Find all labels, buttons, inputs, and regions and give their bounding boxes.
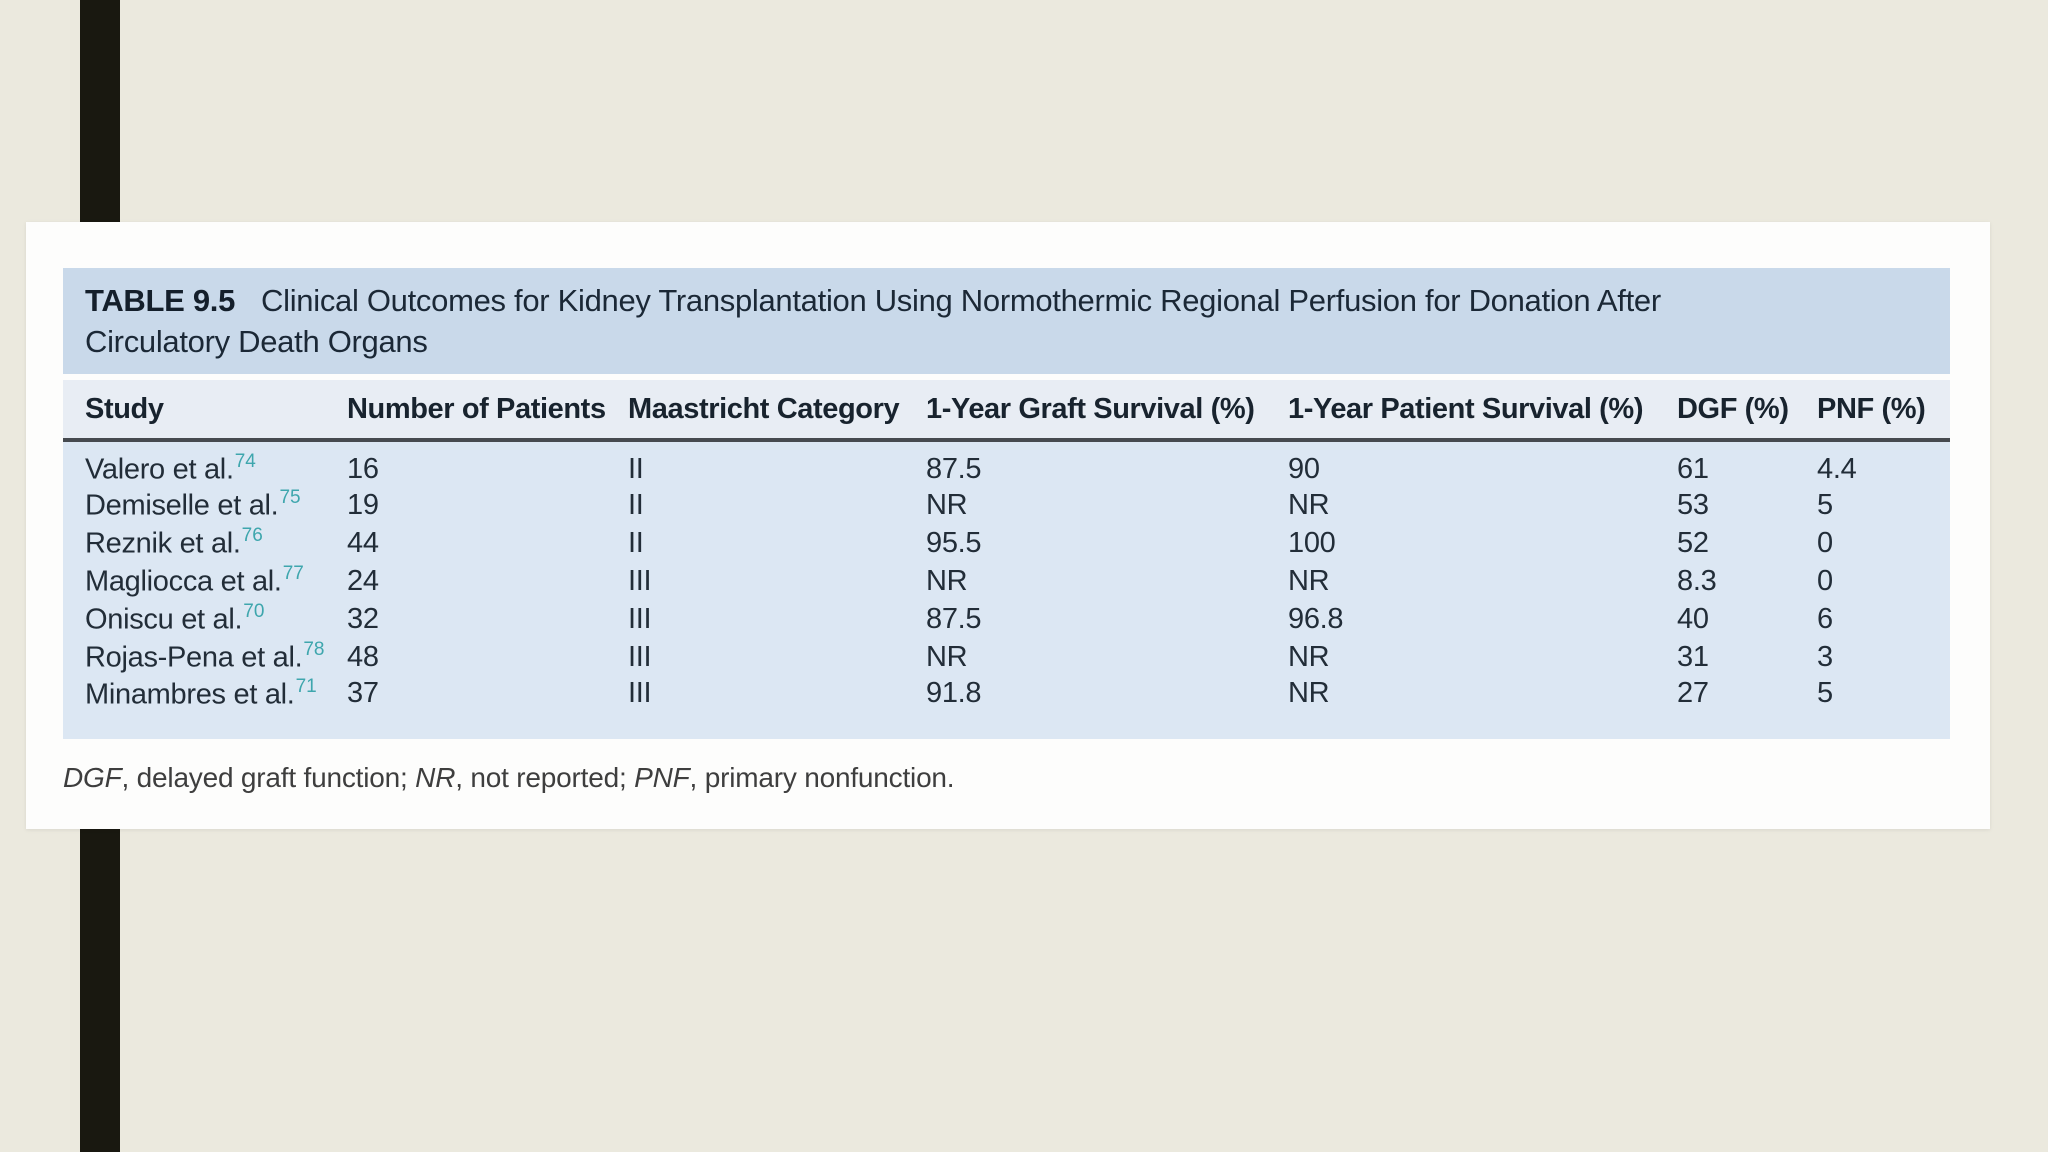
cell-category: III <box>628 603 652 636</box>
table-row: Valero et al.74 16 II 87.5 90 61 4.4 <box>63 440 1950 487</box>
footnote-text: , delayed graft function; <box>121 762 416 793</box>
cell-patients: 16 <box>347 452 379 485</box>
cell-graft-survival: 87.5 <box>926 603 982 636</box>
header-cell-patient-survival: 1-Year Patient Survival (%) <box>1288 380 1677 442</box>
cell-graft-survival: NR <box>926 641 968 674</box>
cell-dgf: 31 <box>1677 641 1709 674</box>
cell-patient-survival: NR <box>1288 641 1330 674</box>
content-panel: TABLE 9.5 Clinical Outcomes for Kidney Tr… <box>26 222 1990 829</box>
cell-study: Magliocca et al.77 <box>63 563 347 601</box>
cell-patients: 24 <box>347 565 379 598</box>
citation-superscript: 71 <box>295 675 317 697</box>
cell-pnf: 5 <box>1817 677 1833 710</box>
cell-patients: 19 <box>347 489 379 522</box>
cell-pnf: 0 <box>1817 565 1833 598</box>
header-cell-dgf: DGF (%) <box>1677 380 1817 442</box>
table-title-line2: Circulatory Death Organs <box>85 324 428 359</box>
study-name: Reznik et al. <box>85 527 241 560</box>
column-header-row: Study Number of Patients Maastricht Cate… <box>63 380 1950 442</box>
citation-superscript: 76 <box>241 525 263 547</box>
cell-graft-survival: NR <box>926 489 968 522</box>
cell-pnf: 4.4 <box>1817 452 1857 485</box>
cell-category: III <box>628 565 652 598</box>
cell-patient-survival: NR <box>1288 677 1330 710</box>
cell-patients: 32 <box>347 603 379 636</box>
cell-category: III <box>628 641 652 674</box>
cell-pnf: 6 <box>1817 603 1833 636</box>
cell-study: Rojas-Pena et al.78 <box>63 639 347 677</box>
cell-study: Reznik et al.76 <box>63 525 347 563</box>
header-cell-graft-survival: 1-Year Graft Survival (%) <box>926 380 1288 442</box>
cell-dgf: 27 <box>1677 677 1709 710</box>
study-name: Magliocca et al. <box>85 565 282 598</box>
citation-superscript: 70 <box>243 601 265 623</box>
footnote-text: , primary nonfunction. <box>689 762 955 793</box>
cell-patient-survival: 96.8 <box>1288 603 1344 636</box>
study-name: Demiselle et al. <box>85 489 279 522</box>
cell-graft-survival: NR <box>926 565 968 598</box>
table-footnote: DGF, delayed graft function; NR, not rep… <box>63 762 955 794</box>
cell-study: Oniscu et al.70 <box>63 601 347 639</box>
cell-patients: 37 <box>347 677 379 710</box>
citation-superscript: 77 <box>282 563 304 585</box>
header-cell-maastricht: Maastricht Category <box>628 380 926 442</box>
citation-superscript: 75 <box>279 487 301 509</box>
table-row: Magliocca et al.77 24 III NR NR 8.3 0 <box>63 563 1950 601</box>
table-row: Reznik et al.76 44 II 95.5 100 52 0 <box>63 525 1950 563</box>
cell-pnf: 5 <box>1817 489 1833 522</box>
footnote-abbr-nr: NR <box>415 762 456 793</box>
table-label: TABLE 9.5 <box>85 283 236 318</box>
cell-category: II <box>628 489 644 522</box>
cell-patient-survival: 90 <box>1288 452 1320 485</box>
cell-graft-survival: 95.5 <box>926 527 982 560</box>
citation-superscript: 78 <box>303 639 325 661</box>
cell-category: II <box>628 527 644 560</box>
cell-dgf: 8.3 <box>1677 565 1717 598</box>
cell-patients: 48 <box>347 641 379 674</box>
cell-study: Demiselle et al.75 <box>63 487 347 525</box>
table-row: Demiselle et al.75 19 II NR NR 53 5 <box>63 487 1950 525</box>
cell-pnf: 3 <box>1817 641 1833 674</box>
data-table: Study Number of Patients Maastricht Cate… <box>63 380 1950 740</box>
header-cell-pnf: PNF (%) <box>1817 380 1950 442</box>
study-name: Oniscu et al. <box>85 603 243 636</box>
table-title-band: TABLE 9.5 Clinical Outcomes for Kidney Tr… <box>63 268 1950 374</box>
table-body: Valero et al.74 16 II 87.5 90 61 4.4 Dem… <box>63 440 1950 740</box>
citation-superscript: 74 <box>234 451 256 472</box>
study-name: Minambres et al. <box>85 678 295 711</box>
cell-category: II <box>628 452 644 485</box>
footnote-text: , not reported; <box>455 762 635 793</box>
cell-patient-survival: NR <box>1288 565 1330 598</box>
cell-category: III <box>628 677 652 710</box>
cell-pnf: 0 <box>1817 527 1833 560</box>
cell-patients: 44 <box>347 527 379 560</box>
footnote-abbr-pnf: PNF <box>634 762 690 793</box>
cell-graft-survival: 91.8 <box>926 677 982 710</box>
table-title-line1: TABLE 9.5 Clinical Outcomes for Kidney Tr… <box>85 280 1790 321</box>
header-cell-study: Study <box>63 380 347 442</box>
table-row: Rojas-Pena et al.78 48 III NR NR 31 3 <box>63 639 1950 677</box>
cell-dgf: 40 <box>1677 603 1709 636</box>
cell-dgf: 61 <box>1677 452 1709 485</box>
cell-study: Valero et al.74 <box>63 440 347 487</box>
cell-patient-survival: NR <box>1288 489 1330 522</box>
cell-dgf: 53 <box>1677 489 1709 522</box>
study-name: Rojas-Pena et al. <box>85 641 303 674</box>
footnote-abbr-dgf: DGF <box>63 762 122 793</box>
outcomes-table: TABLE 9.5 Clinical Outcomes for Kidney Tr… <box>63 268 1950 740</box>
cell-graft-survival: 87.5 <box>926 452 982 485</box>
cell-dgf: 52 <box>1677 527 1709 560</box>
table-title-text: Clinical Outcomes for Kidney Transplanta… <box>261 283 1661 318</box>
cell-study: Minambres et al.71 <box>63 675 347 740</box>
header-cell-patients: Number of Patients <box>347 380 628 442</box>
cell-patient-survival: 100 <box>1288 527 1336 560</box>
table-row: Oniscu et al.70 32 III 87.5 96.8 40 6 <box>63 601 1950 639</box>
study-name: Valero et al. <box>85 453 234 486</box>
table-row: Minambres et al.71 37 III 91.8 NR 27 5 <box>63 675 1950 740</box>
